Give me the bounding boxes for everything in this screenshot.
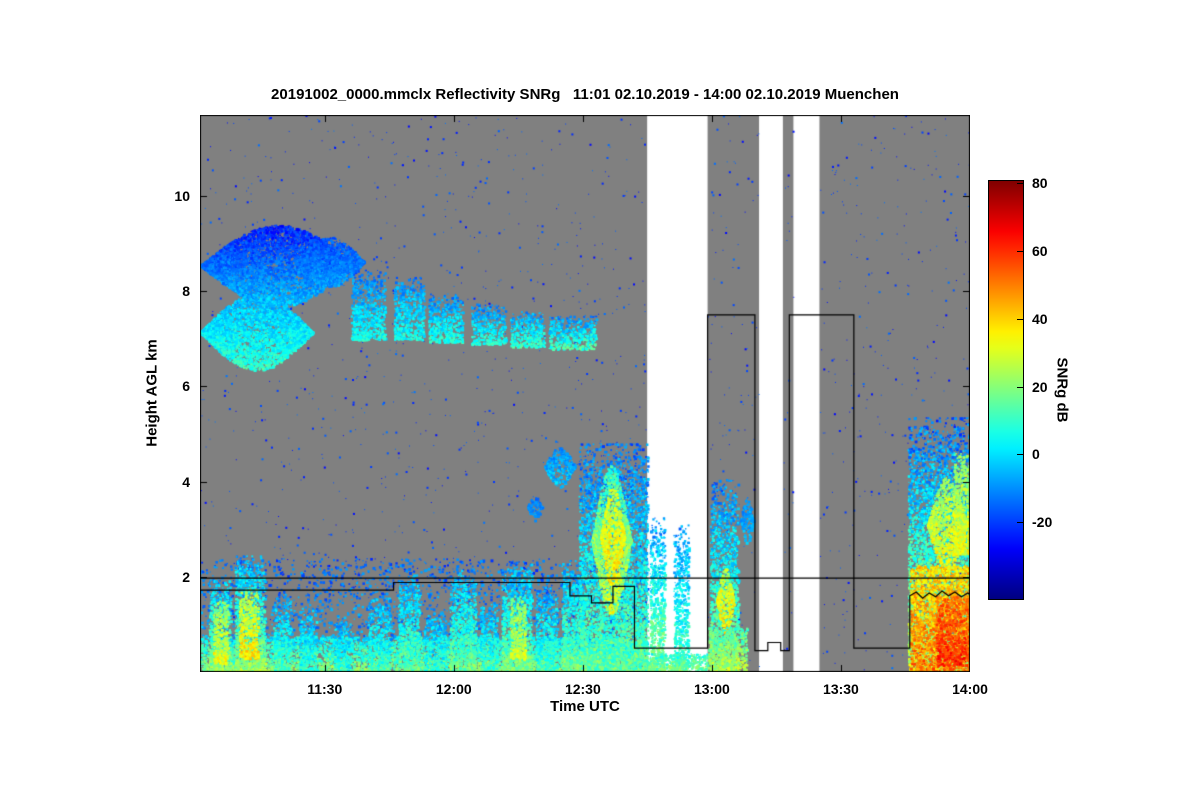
colorbar-tick-label: -20 <box>1032 514 1053 531</box>
y-tick-label: 4 <box>182 473 190 490</box>
colorbar-tick-label: 80 <box>1032 175 1048 192</box>
colorbar-tickmark <box>1017 251 1023 252</box>
colorbar-tick-label: 20 <box>1032 378 1048 395</box>
colorbar-tickmark <box>1017 319 1023 320</box>
colorbar-tickmark <box>1017 387 1023 388</box>
x-tick-label: 12:00 <box>435 681 472 697</box>
y-tick-label: 6 <box>182 378 190 395</box>
y-tick-label: 8 <box>182 283 190 300</box>
colorbar-tickmark <box>1017 183 1023 184</box>
colorbar-tickmark <box>1017 454 1023 455</box>
reflectivity-heatmap-canvas <box>200 115 970 672</box>
x-tick-label: 13:30 <box>823 681 859 697</box>
colorbar-axis-label: SNRg dB <box>1053 357 1071 423</box>
colorbar-tickmark <box>1017 522 1023 523</box>
colorbar-tick-label: 40 <box>1032 310 1048 327</box>
y-tick-label: 10 <box>174 187 190 204</box>
colorbar-tick-label: 60 <box>1032 243 1048 260</box>
x-axis-label: Time UTC <box>550 698 620 715</box>
colorbar-gradient <box>988 180 1024 600</box>
x-tick-label: 14:00 <box>952 681 988 697</box>
colorbar-tick-label: 0 <box>1032 446 1040 463</box>
x-tick-label: 11:30 <box>307 681 343 697</box>
x-tick-label: 13:00 <box>693 681 730 697</box>
x-tick-label: 12:30 <box>564 681 601 697</box>
y-tick-label: 2 <box>182 568 190 585</box>
chart-title: 20191002_0000.mmclx Reflectivity SNRg 11… <box>271 86 899 103</box>
